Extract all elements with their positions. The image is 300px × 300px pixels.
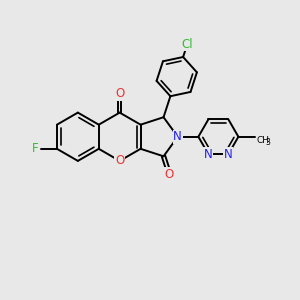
- Text: CH: CH: [256, 136, 269, 145]
- Text: F: F: [32, 142, 39, 155]
- Text: O: O: [165, 168, 174, 181]
- Text: N: N: [204, 148, 213, 160]
- Text: Cl: Cl: [182, 38, 193, 51]
- Text: O: O: [115, 87, 124, 100]
- Text: N: N: [224, 148, 233, 160]
- Text: N: N: [173, 130, 182, 143]
- Text: 3: 3: [266, 137, 271, 146]
- Text: O: O: [115, 154, 124, 167]
